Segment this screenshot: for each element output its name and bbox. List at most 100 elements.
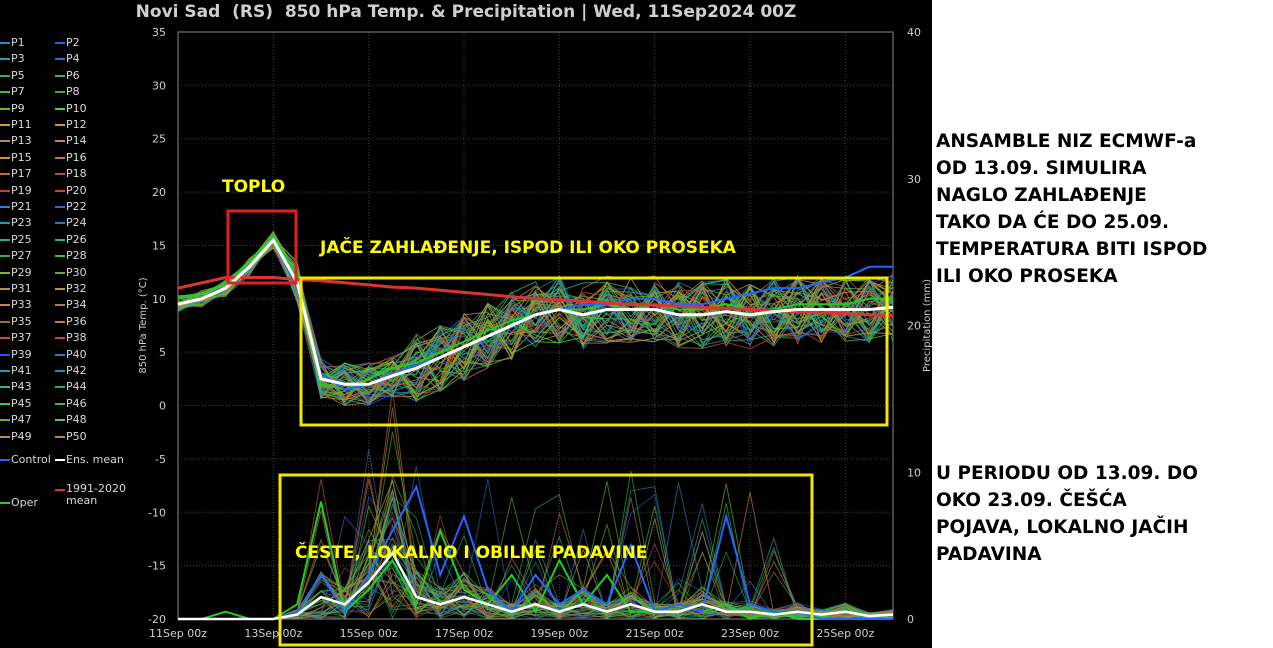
- legend-swatch: [55, 58, 65, 61]
- legend-entry-p26: P26: [55, 233, 87, 246]
- legend-label: P32: [66, 282, 87, 295]
- note-line: OKO 23.09. ČEŠĆA: [936, 490, 1127, 511]
- legend-entry-p40: P40: [55, 348, 87, 361]
- y-axis-label: 850 hPa Temp. (°C): [138, 277, 149, 373]
- legend-label: P14: [66, 134, 87, 148]
- y-tick-label: 30: [152, 79, 166, 92]
- legend-label: P20: [66, 183, 87, 197]
- legend-entry-p17: P17: [0, 167, 32, 180]
- y-tick-label: -5: [155, 453, 166, 466]
- legend-swatch: [55, 386, 65, 389]
- legend-label: P37: [11, 331, 32, 345]
- legend-label: P22: [66, 200, 87, 213]
- legend-entry-p29: P29: [0, 266, 32, 279]
- legend-swatch: [0, 42, 10, 44]
- legend-entry-p41: P41: [0, 364, 32, 377]
- legend-label: P46: [66, 396, 87, 410]
- legend-entry-p4: P4: [55, 52, 80, 65]
- note-precipitation: U PERIODU OD 13.09. DO OKO 23.09. ČEŠĆA PO…: [936, 460, 1271, 568]
- legend-label: Oper: [11, 496, 38, 509]
- legend-entry-p3: P3: [0, 52, 25, 65]
- y-tick-label: 10: [152, 293, 166, 306]
- x-tick-label: 23Sep 00z: [721, 627, 779, 640]
- legend-label: P9: [11, 101, 25, 115]
- legend-label: P3: [11, 52, 25, 66]
- legend-entry-p7: P7: [0, 85, 25, 98]
- legend-swatch: [55, 91, 65, 94]
- legend-swatch: [0, 435, 10, 438]
- legend-label: P49: [11, 429, 32, 443]
- legend-label: P10: [66, 101, 87, 115]
- legend-entry-p28: P28: [55, 249, 87, 262]
- legend-entry-p27: P27: [0, 249, 32, 262]
- legend-swatch: [0, 91, 10, 94]
- legend-swatch: [55, 222, 65, 225]
- legend-swatch: [0, 107, 10, 110]
- precip-line-ens-mean: [178, 550, 894, 621]
- ensemble-member-precip: [178, 407, 894, 620]
- legend-entry-p18: P18: [55, 167, 87, 180]
- y2-tick-label: 0: [907, 613, 914, 626]
- legend-swatch: [0, 353, 10, 356]
- legend-entry-p48: P48: [55, 413, 87, 426]
- legend-swatch: [55, 489, 65, 491]
- legend-label: P44: [66, 380, 87, 394]
- ensemble-member-line: [177, 243, 894, 384]
- legend-swatch: [55, 189, 65, 192]
- legend-entry-ens-mean: Ens. mean: [55, 453, 124, 466]
- legend-entry-1991-2020-mean: 1991-2020 mean: [55, 483, 146, 507]
- legend-swatch: [55, 402, 65, 405]
- note-line: U PERIODU OD 13.09. DO: [936, 463, 1198, 484]
- y2-tick-label: 40: [907, 26, 921, 39]
- x-tick-label: 25Sep 00z: [816, 627, 874, 640]
- note-line: POJAVA, LOKALNO JAČIH: [936, 517, 1189, 538]
- legend-label: P31: [11, 282, 32, 295]
- legend-label: P40: [66, 347, 87, 361]
- legend-swatch: [55, 42, 65, 44]
- legend-entry-p50: P50: [55, 430, 87, 443]
- legend-label: P47: [11, 413, 32, 427]
- legend-entry-p5: P5: [0, 69, 25, 82]
- legend-swatch: [0, 255, 10, 258]
- legend-swatch: [0, 271, 10, 274]
- legend-swatch: [0, 402, 10, 405]
- legend-entry-p19: P19: [0, 184, 32, 197]
- legend-entry-p11: P11: [0, 118, 32, 131]
- precip-line-control: [178, 484, 893, 620]
- legend-label: Ens. mean: [66, 453, 124, 466]
- legend-entry-p33: P33: [0, 298, 32, 311]
- legend-swatch: [55, 140, 65, 143]
- legend-entry-p39: P39: [0, 348, 32, 361]
- annotation-panel: ANSAMBLE NIZ ECMWF-a OD 13.09. SIMULIRA NA…: [936, 0, 1273, 648]
- y2-axis-label: Precipitation (mm): [922, 279, 932, 372]
- legend-entry-p36: P36: [55, 315, 87, 328]
- legend-label: 1991-2020 mean: [66, 482, 126, 507]
- legend-swatch: [55, 288, 65, 290]
- legend-label: P16: [66, 150, 87, 164]
- legend-entry-p37: P37: [0, 331, 32, 344]
- y-tick-label: 5: [159, 346, 166, 359]
- legend-swatch: [0, 288, 10, 290]
- y-tick-label: 15: [152, 239, 166, 252]
- legend-label: P24: [66, 216, 87, 230]
- y2-tick-label: 20: [907, 320, 921, 333]
- legend-entry-p24: P24: [55, 216, 87, 229]
- legend-swatch: [55, 124, 65, 126]
- legend-label: P13: [11, 134, 32, 148]
- legend-swatch: [55, 173, 65, 176]
- x-tick-label: 21Sep 00z: [626, 627, 684, 640]
- legend-entry-p15: P15: [0, 151, 32, 164]
- legend-swatch: [55, 304, 65, 307]
- legend-label: P38: [66, 331, 87, 345]
- legend-entry-p31: P31: [0, 282, 32, 295]
- legend-label: P34: [66, 298, 87, 312]
- legend-entry-p14: P14: [55, 134, 87, 147]
- legend-label: P23: [11, 216, 32, 230]
- legend-label: P43: [11, 380, 32, 394]
- legend-label: P12: [66, 118, 87, 131]
- note-line: PADAVINA: [936, 544, 1042, 565]
- annotation-cooling: JAČE ZAHLAĐENJE, ISPOD ILI OKO PROSEKA: [319, 236, 737, 258]
- legend-label: P39: [11, 347, 32, 361]
- cooling-box: [299, 276, 889, 427]
